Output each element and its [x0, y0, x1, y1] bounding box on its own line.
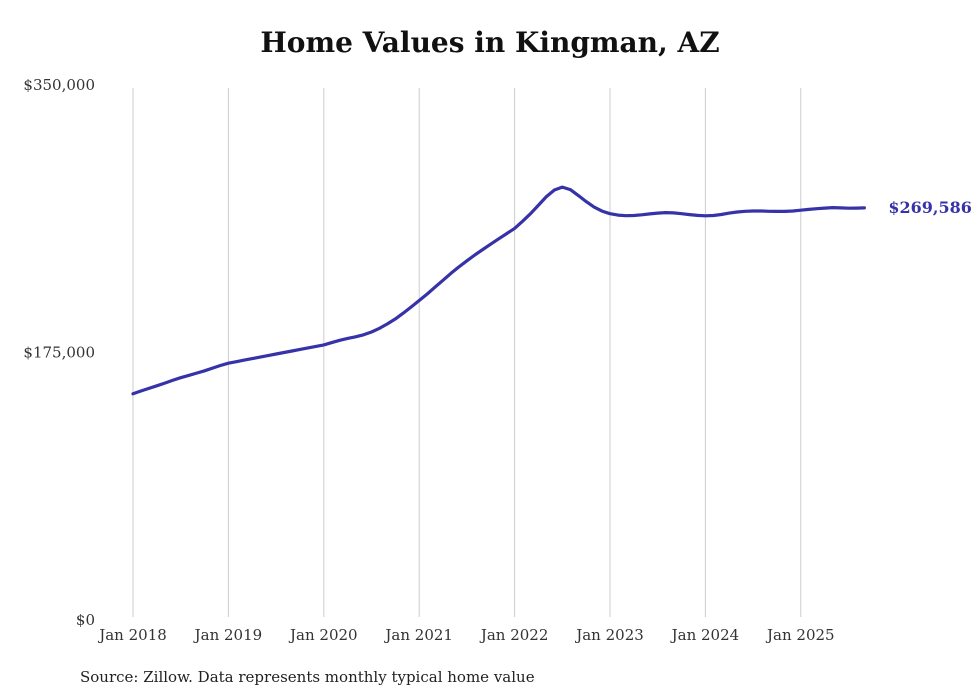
x-tick-label: Jan 2018	[97, 626, 167, 644]
chart-title: Home Values in Kingman, AZ	[260, 26, 720, 59]
x-tick-label: Jan 2022	[479, 626, 549, 644]
y-tick-label: $350,000	[23, 76, 95, 94]
x-tick-label: Jan 2024	[670, 626, 740, 644]
source-note: Source: Zillow. Data represents monthly …	[80, 668, 535, 686]
x-tick-label: Jan 2023	[574, 626, 644, 644]
x-tick-label: Jan 2020	[288, 626, 358, 644]
y-tick-label: $0	[76, 611, 95, 629]
x-tick-label: Jan 2019	[193, 626, 263, 644]
series-line	[131, 185, 867, 396]
x-tick-label: Jan 2021	[383, 626, 453, 644]
y-tick-label: $175,000	[23, 344, 95, 362]
x-tick-label: Jan 2025	[765, 626, 835, 644]
end-value-label: $269,586	[888, 198, 972, 217]
